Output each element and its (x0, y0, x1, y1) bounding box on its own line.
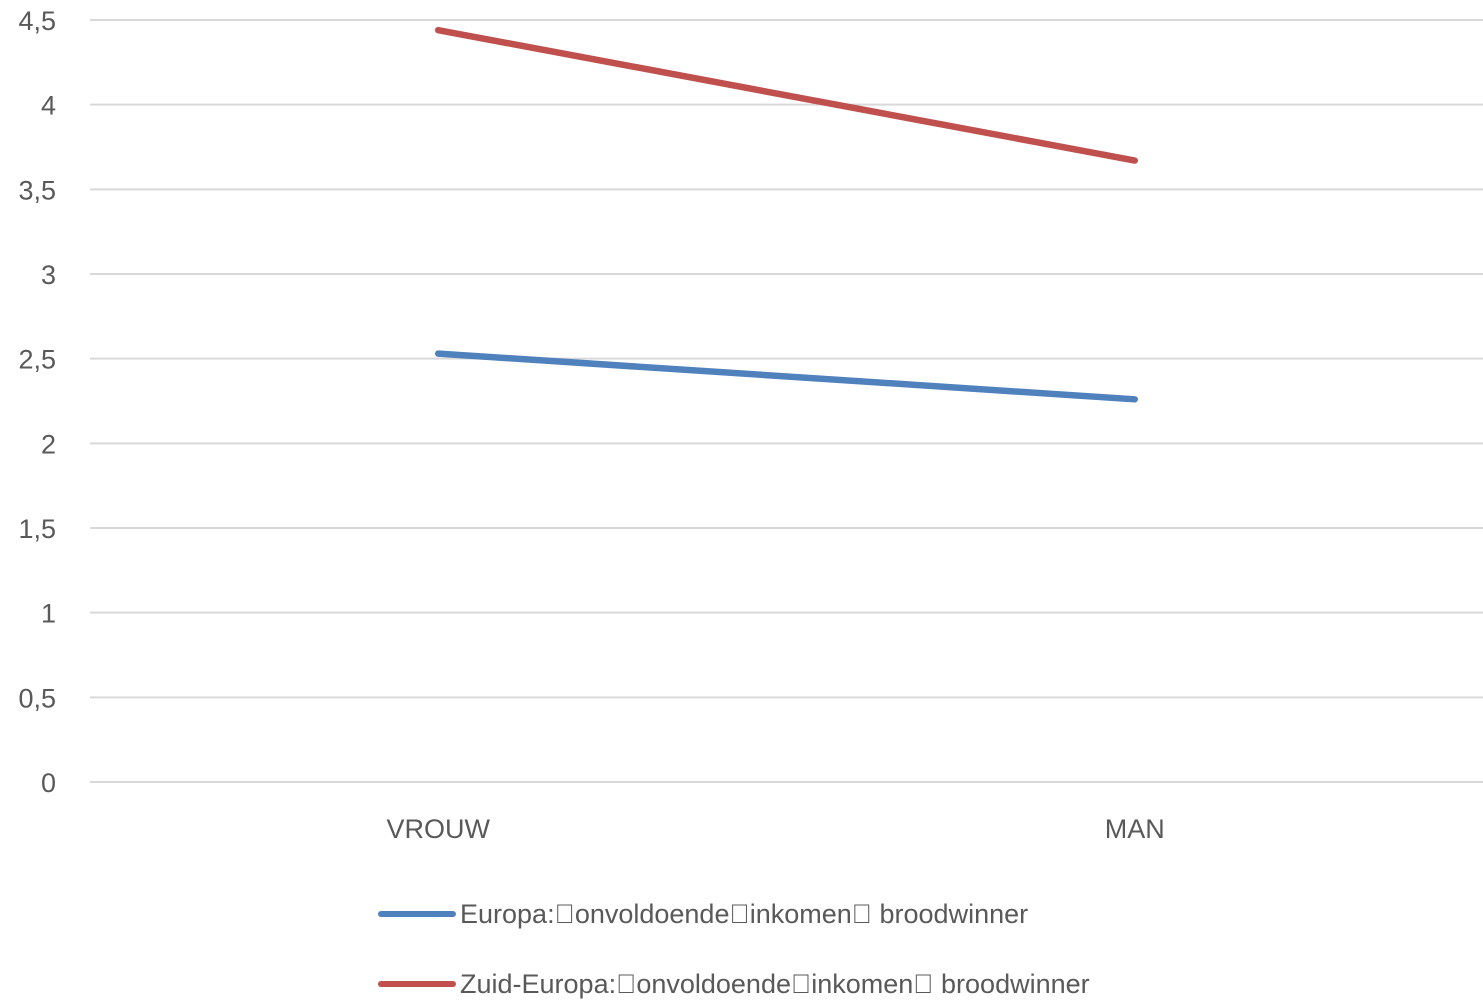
y-tick-label: 4 (41, 91, 56, 121)
y-tick-label: 3,5 (18, 175, 56, 205)
y-tick-label: 2 (41, 429, 56, 459)
legend-label-series-1: Europa: onvoldoende inkomen  broodwinner (460, 899, 1028, 930)
y-tick-label: 4,5 (18, 6, 56, 36)
series-line-2 (438, 30, 1135, 160)
legend-swatch-series-2 (378, 981, 456, 987)
x-tick-label: VROUW (387, 814, 491, 844)
y-tick-label: 1,5 (18, 514, 56, 544)
series-line-1 (438, 354, 1135, 400)
chart-plot-area: 0 0,5 1 1,5 2 2,5 3 3,5 4 4,5 VROUW MAN (0, 0, 1483, 870)
y-tick-label: 1 (41, 599, 56, 629)
y-tick-label: 0 (41, 768, 56, 798)
y-tick-label: 3 (41, 260, 56, 290)
y-tick-label: 2,5 (18, 345, 56, 375)
legend-label-series-2: Zuid-Europa: onvoldoende inkomen  broodw… (460, 969, 1090, 1000)
y-tick-label: 0,5 (18, 683, 56, 713)
legend-item-series-1: Europa: onvoldoende inkomen  broodwinner (378, 894, 1028, 934)
legend-swatch-series-1 (378, 911, 456, 917)
x-tick-label: MAN (1105, 814, 1165, 844)
legend-item-series-2: Zuid-Europa: onvoldoende inkomen  broodw… (378, 964, 1090, 1004)
